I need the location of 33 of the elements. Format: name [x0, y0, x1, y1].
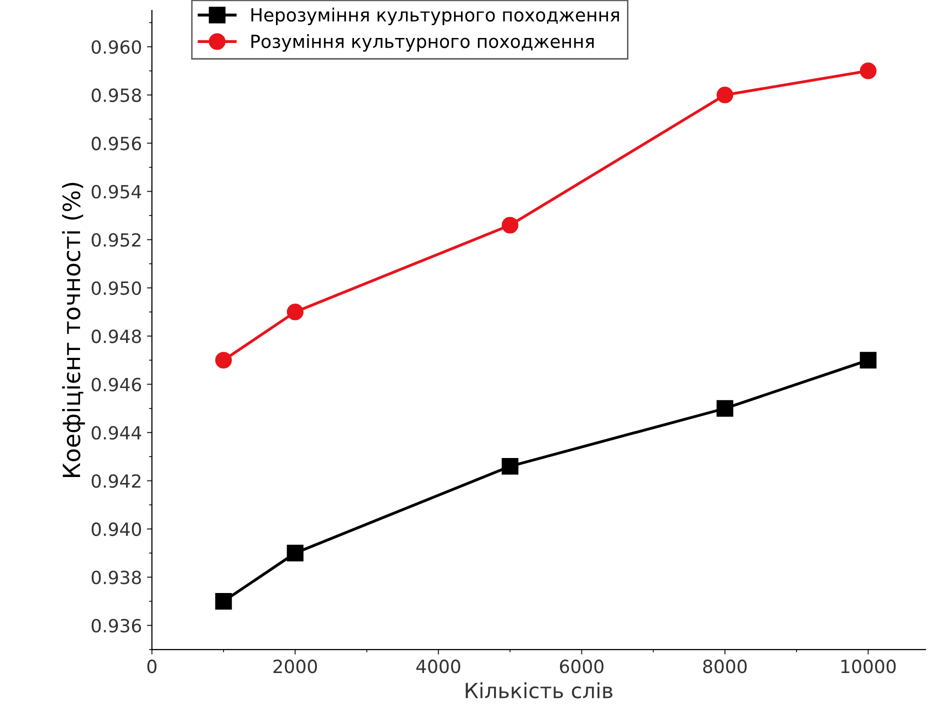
point	[716, 86, 734, 104]
point	[502, 216, 518, 234]
point	[860, 62, 877, 80]
point	[286, 544, 304, 562]
y-tick-label: 0.954	[92, 184, 142, 199]
point	[215, 592, 232, 610]
y-tick-label: 0.942	[92, 474, 140, 488]
point	[860, 352, 877, 369]
x-tick-label: 0	[147, 660, 156, 674]
y-tick-label: 0.944	[92, 426, 142, 440]
y-tick-label: 0.936	[92, 618, 142, 633]
x-axis-title: Кількість слів	[466, 682, 612, 698]
x-tick-label: 2000	[274, 660, 317, 674]
y-axis-title: Коефіцієнт точності (%)	[62, 182, 85, 477]
y-tick-label: 0.958	[92, 88, 141, 102]
x-tick-label: 4000	[416, 660, 460, 674]
point	[215, 352, 232, 369]
x-tick-label: 8000	[703, 660, 747, 674]
y-tick-label: 0.950	[92, 281, 141, 295]
y-tick-label: 0.946	[92, 378, 142, 392]
y-tick-label: 0.948	[92, 330, 141, 344]
legend-label: Нерозуміння культурного походження	[251, 8, 619, 26]
y-tick-label: 0.956	[92, 136, 142, 150]
point	[502, 458, 518, 475]
point	[716, 400, 734, 417]
x-tick-label: 10000	[841, 660, 896, 674]
y-tick-label: 0.960	[92, 40, 141, 54]
legend-label: Розуміння культурного походження	[251, 34, 594, 52]
y-tick-label: 0.938	[92, 570, 141, 584]
x-tick-label: 6000	[560, 660, 604, 674]
y-tick-label: 0.952	[92, 233, 140, 247]
y-tick-label: 0.940	[92, 522, 141, 536]
point	[286, 304, 304, 320]
